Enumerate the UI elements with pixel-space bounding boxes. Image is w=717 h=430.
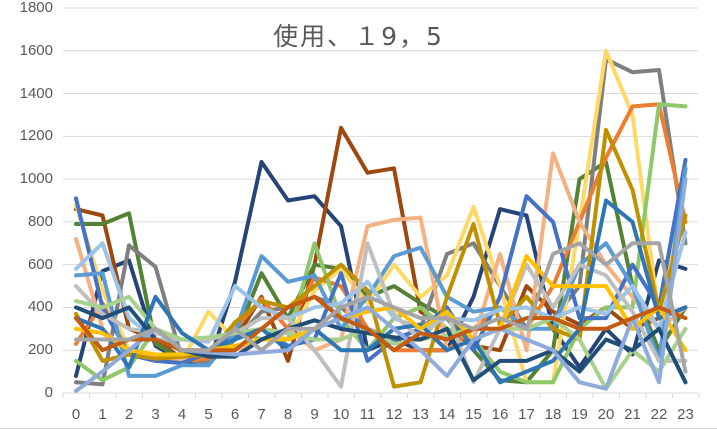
x-tick-label: 5 [204, 406, 213, 423]
x-tick-label: 22 [650, 406, 668, 423]
x-tick-label: 4 [177, 406, 187, 423]
y-tick-label: 1400 [19, 84, 53, 102]
y-tick-label: 200 [27, 341, 53, 359]
x-tick-label: 3 [151, 406, 160, 423]
x-tick-label: 11 [359, 406, 376, 423]
series-line-s16 [74, 254, 688, 357]
y-tick-label: 1600 [19, 41, 53, 59]
x-tick-label: 23 [677, 406, 694, 423]
x-tick-label: 1 [98, 406, 107, 423]
frame-border [0, 428, 717, 429]
x-tick-label: 6 [230, 406, 240, 423]
series-line-s20 [74, 241, 688, 374]
x-tick-label: 21 [624, 406, 641, 423]
x-tick-label: 18 [544, 406, 562, 423]
chart-title: 使用、１9，5 [273, 22, 444, 51]
x-tick-label: 0 [71, 406, 81, 423]
y-tick-label: 400 [27, 298, 53, 316]
x-tick-label: 10 [332, 406, 350, 423]
x-tick-label: 20 [597, 406, 615, 423]
y-tick-label: 1800 [19, 0, 53, 16]
y-tick-label: 0 [44, 384, 53, 401]
x-tick-label: 17 [518, 406, 535, 423]
x-tick-label: 19 [571, 406, 588, 423]
x-tick-label: 9 [310, 406, 319, 423]
y-tick-label: 1200 [19, 127, 53, 145]
x-tick-label: 16 [491, 406, 509, 423]
y-tick-label: 600 [27, 255, 53, 273]
x-tick-label: 7 [257, 406, 266, 423]
x-tick-label: 13 [412, 406, 429, 423]
x-tick-label: 15 [465, 406, 482, 423]
y-tick-label: 1000 [19, 170, 53, 188]
x-tick-label: 8 [283, 406, 293, 423]
y-tick-label: 800 [27, 212, 53, 230]
x-tick-label: 12 [385, 406, 403, 423]
x-tick-label: 2 [124, 406, 134, 423]
x-tick-label: 14 [438, 406, 456, 423]
